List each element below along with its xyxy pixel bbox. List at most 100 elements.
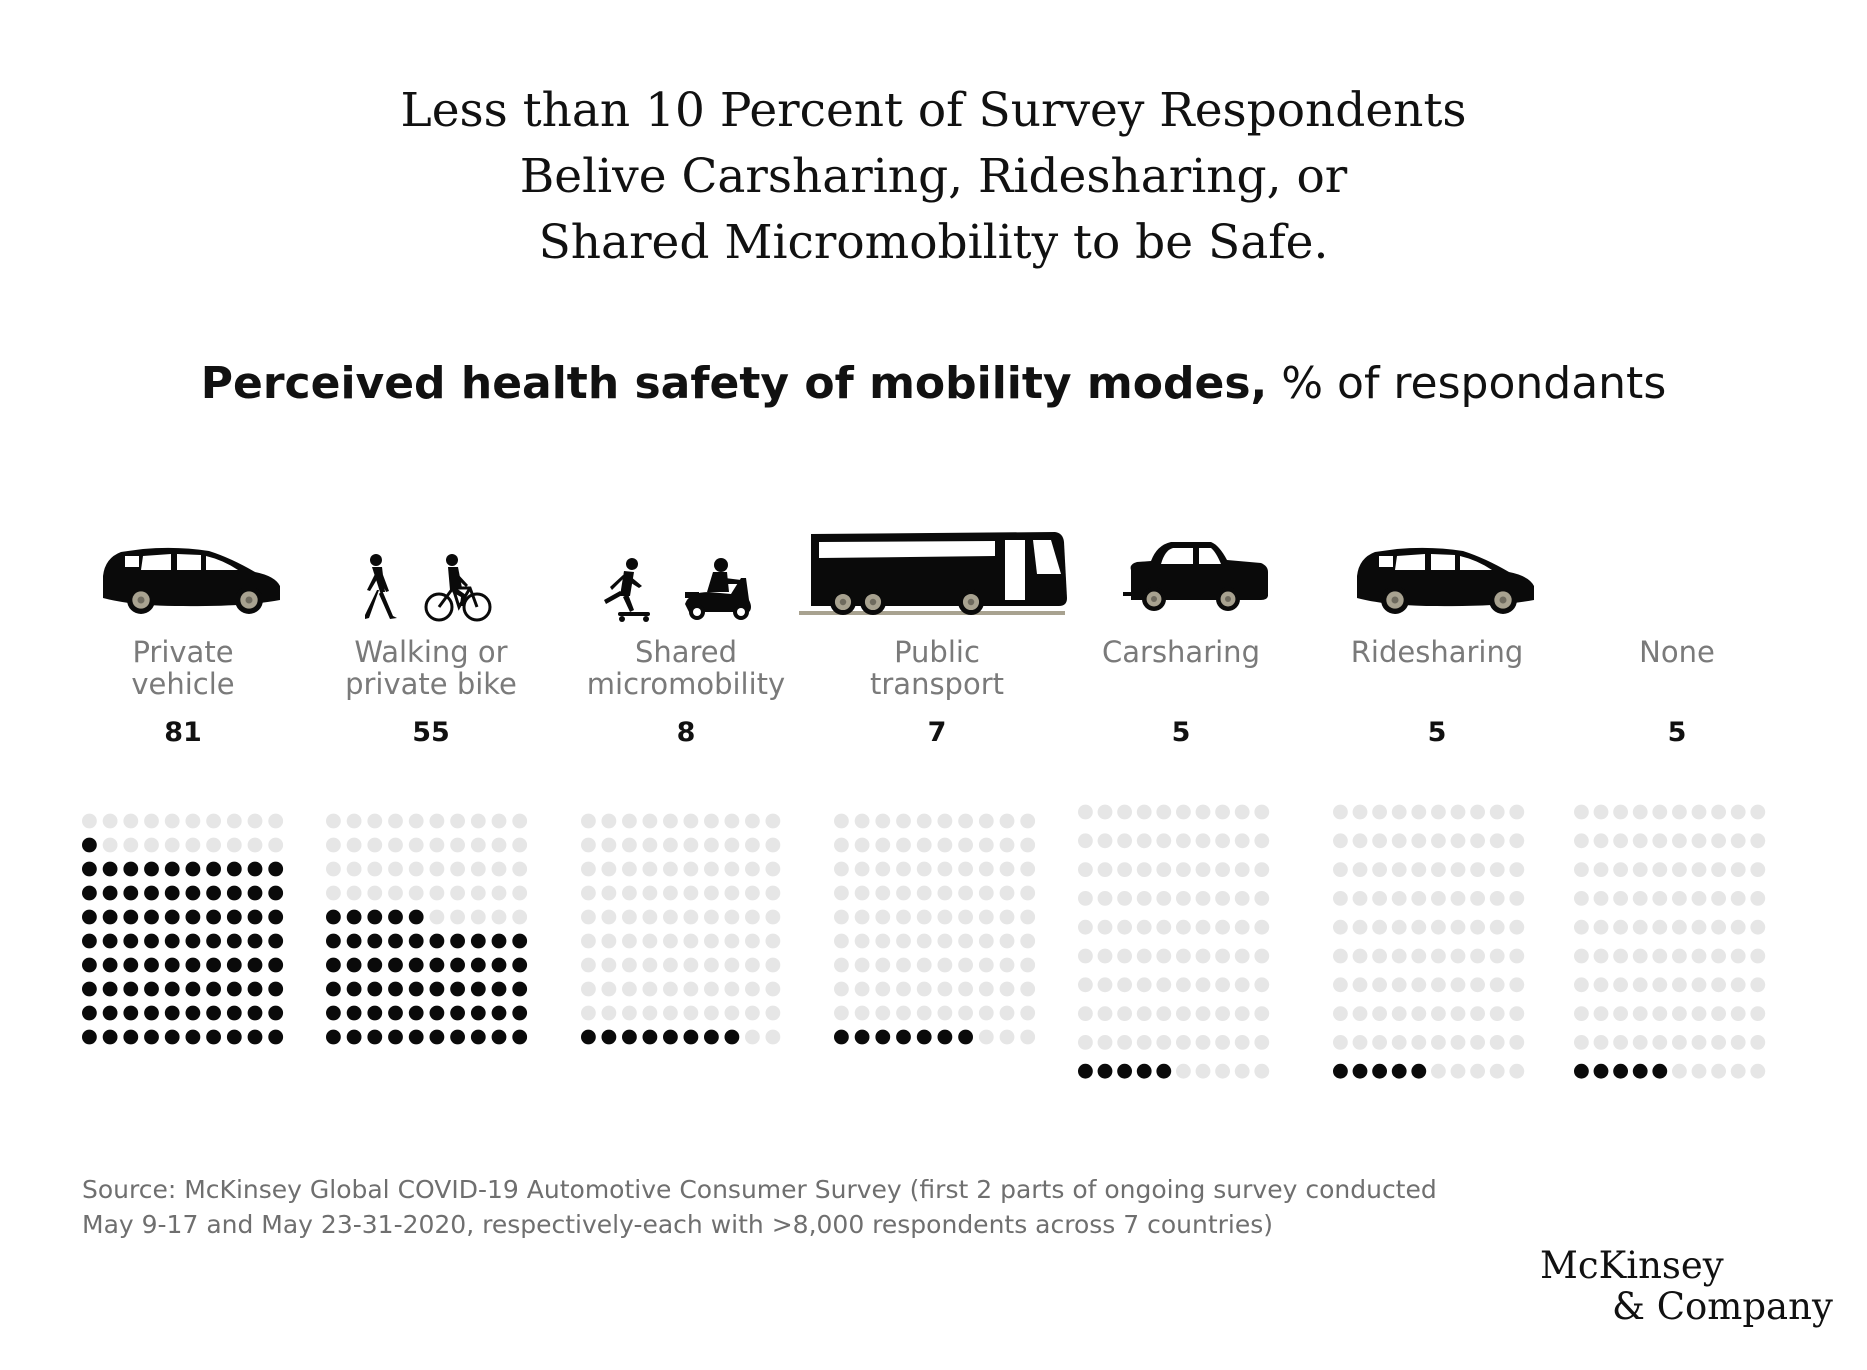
waffle-dot-empty [1450,919,1466,935]
waffle-dot-filled [1352,1063,1368,1079]
waffle-dot-empty [388,837,403,853]
waffle-dot-filled [367,1029,383,1045]
waffle-dot-empty [1254,1063,1270,1079]
waffle-dot-empty [1730,977,1746,993]
waffle-dot-empty [724,933,740,949]
waffle-dot-empty [1117,833,1132,849]
waffle-dot-empty [601,909,617,925]
waffle-dot-filled [346,909,362,925]
waffle-dot-empty [601,981,617,997]
waffle-dot-empty [1593,833,1609,849]
waffle-dot-empty [1254,862,1270,877]
waffle-dot-empty [1254,891,1270,906]
waffle-dot-empty [745,957,760,973]
waffle-dot-empty [1574,891,1589,906]
waffle-dot-filled [123,957,139,973]
waffle-dot-empty [1136,919,1152,935]
waffle-dot-empty [1117,977,1132,993]
waffle-dot-empty [916,909,932,925]
waffle-dot-empty [683,1005,699,1021]
waffle-dot-empty [958,1005,973,1021]
waffle-dot-empty [1195,1063,1211,1079]
waffle-dot-filled [429,981,445,997]
waffle-dot-empty [512,885,528,901]
waffle-dot-empty [1730,862,1746,877]
waffle-dot-empty [704,861,719,877]
waffle-dot-empty [854,837,870,853]
waffle-dot-empty [1136,977,1152,993]
waffle-dot-filled [206,933,222,949]
waffle-dot-empty [1691,804,1707,820]
waffle-dot-empty [1020,981,1036,997]
waffle-dot-empty [512,909,528,925]
waffle-dot-filled [512,933,528,949]
waffle-dot-filled [82,1029,97,1045]
waffle-dot-empty [326,861,341,877]
waffle-dot-filled [226,885,242,901]
waffle-dot-empty [1574,1006,1589,1021]
waffle-dot-empty [1750,1006,1766,1021]
waffle-dot-empty [854,981,870,997]
waffle-dot-empty [450,885,465,901]
waffle-dot-empty [1215,1035,1230,1050]
waffle-dot-empty [1632,948,1648,964]
waffle-dot-empty [999,909,1015,925]
waffle-dot-filled [1613,1063,1628,1079]
category-label: None [1639,635,1715,669]
waffle-dot-filled [268,1005,284,1021]
waffle-dot-empty [1391,1006,1407,1021]
waffle-dot-empty [1411,1035,1427,1050]
waffle-dot-filled [388,1029,403,1045]
waffle-dot-empty [1431,1006,1446,1021]
waffle-dot-empty [745,1029,760,1045]
waffle-dot-empty [581,981,596,997]
waffle-dot-empty [1333,804,1348,820]
waffle-dot-empty [1215,919,1230,935]
mckinsey-logo: McKinsey & Company [1540,1245,1833,1327]
waffle-dot-filled [226,981,242,997]
waffle-dot-empty [1020,861,1036,877]
waffle-grid [834,813,1036,1045]
waffle-dot-filled [247,981,263,997]
waffle-dot-filled [1333,1063,1348,1079]
waffle-dot-empty [247,813,263,829]
waffle-dot-empty [1730,1063,1746,1079]
waffle-dot-empty [1117,948,1132,964]
waffle-dot-empty [1215,833,1230,849]
waffle-dot-empty [978,1029,994,1045]
waffle-dot-empty [1470,804,1485,820]
waffle-dot-empty [745,861,760,877]
waffle-dot-empty [1411,919,1427,935]
waffle-dot-filled [367,957,383,973]
waffle-dot-empty [1195,804,1211,820]
waffle-dot-empty [1672,833,1687,849]
waffle-dot-filled [185,861,201,877]
car-icon [103,547,280,614]
waffle-dot-filled [247,1005,263,1021]
waffle-dot-empty [470,909,486,925]
waffle-dot-empty [1372,833,1387,849]
waffle-dot-empty [1333,948,1348,964]
category-label: Ridesharing [1351,635,1524,669]
waffle-dot-empty [1411,1006,1427,1021]
waffle-dot-empty [896,909,911,925]
waffle-dot-empty [1613,862,1628,877]
waffle-dot-empty [1509,1006,1525,1021]
waffle-dot-empty [1156,1006,1172,1021]
waffle-dot-empty [1372,948,1387,964]
waffle-dot-empty [724,885,740,901]
waffle-dot-empty [1372,977,1387,993]
waffle-dot-empty [1431,804,1446,820]
waffle-dot-filled [82,981,97,997]
waffle-dot-empty [470,837,486,853]
title-line-2: Belive Carsharing, Ridesharing, or [519,149,1348,204]
waffle-dot-empty [429,813,445,829]
waffle-dot-empty [745,837,760,853]
waffle-dot-empty [999,813,1015,829]
waffle-dot-empty [408,861,424,877]
waffle-dot-empty [724,1005,740,1021]
waffle-dot-empty [1176,804,1191,820]
waffle-dot-empty [1730,948,1746,964]
waffle-dot-empty [683,861,699,877]
waffle-dot-empty [1574,1035,1589,1050]
